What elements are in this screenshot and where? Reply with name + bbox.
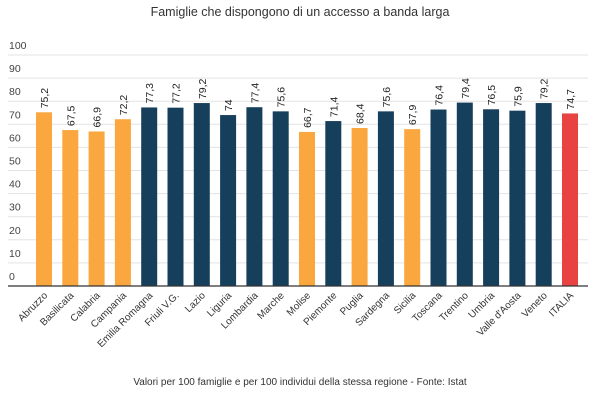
x-tick-label: Trentino xyxy=(437,290,471,324)
value-label: 76,5 xyxy=(486,85,498,106)
bar-molise xyxy=(299,131,315,286)
x-tick-label: Veneto xyxy=(520,290,550,320)
bar-lombardia xyxy=(246,107,263,287)
value-label: 67,5 xyxy=(65,105,77,126)
value-label: 75,6 xyxy=(381,87,393,108)
value-label: 75,6 xyxy=(276,87,288,108)
value-label: 74 xyxy=(223,99,235,111)
bar-sardegna xyxy=(377,111,394,286)
value-label: 75,9 xyxy=(512,86,524,107)
bar-abruzzo xyxy=(36,112,52,287)
value-label: 66,7 xyxy=(302,107,314,128)
bar-marche xyxy=(272,111,289,286)
value-label: 79,4 xyxy=(460,78,472,99)
bar-liguria xyxy=(220,115,237,286)
y-tick-label: 50 xyxy=(9,156,21,168)
chart-footnote: Valori per 100 famiglie e per 100 indivi… xyxy=(133,377,467,388)
y-tick-label: 100 xyxy=(9,40,27,52)
bar-sicilia xyxy=(404,129,421,286)
bar-calabria xyxy=(88,131,105,286)
y-tick-label: 40 xyxy=(9,179,21,191)
y-tick-label: 90 xyxy=(9,63,21,75)
y-tick-label: 30 xyxy=(9,202,21,214)
y-tick-label: 60 xyxy=(9,132,21,144)
bar-trentino xyxy=(456,102,473,286)
y-tick-label: 20 xyxy=(9,225,21,237)
bar-puglia xyxy=(351,127,368,286)
bar-campania xyxy=(114,119,131,286)
value-label: 79,2 xyxy=(539,78,551,99)
value-label: 71,4 xyxy=(328,96,340,117)
y-tick-label: 70 xyxy=(9,109,21,121)
value-label: 67,9 xyxy=(407,105,419,126)
x-tick-label: Marche xyxy=(255,290,287,322)
value-label: 66,9 xyxy=(92,107,104,128)
value-label: 75,2 xyxy=(39,88,51,109)
bar-friuli-v-g- xyxy=(167,107,184,286)
value-label: 74,7 xyxy=(565,89,577,110)
value-label: 72,2 xyxy=(118,95,130,116)
x-tick-label: ITALIA xyxy=(547,290,576,319)
bar-lazio xyxy=(193,103,210,286)
y-tick-label: 10 xyxy=(9,248,21,260)
value-label: 77,3 xyxy=(144,83,156,104)
bar-italia xyxy=(562,113,578,287)
value-label: 68,4 xyxy=(355,103,367,124)
value-label: 77,4 xyxy=(249,83,261,104)
bar-basilicata xyxy=(62,130,79,286)
bar-piemonte xyxy=(325,121,342,286)
chart-title: Famiglie che dispongono di un accesso a … xyxy=(151,5,450,19)
bar-valle-d-aosta xyxy=(509,110,526,287)
value-label: 77,2 xyxy=(171,83,183,104)
y-tick-label: 80 xyxy=(9,86,21,98)
bar-umbria xyxy=(483,109,500,286)
value-label: 76,4 xyxy=(434,85,446,106)
bar-veneto xyxy=(535,103,552,286)
y-tick-label: 0 xyxy=(9,271,15,283)
bar-toscana xyxy=(430,109,447,287)
value-label: 79,2 xyxy=(197,78,209,99)
bar-emilia-romagna xyxy=(141,107,158,286)
